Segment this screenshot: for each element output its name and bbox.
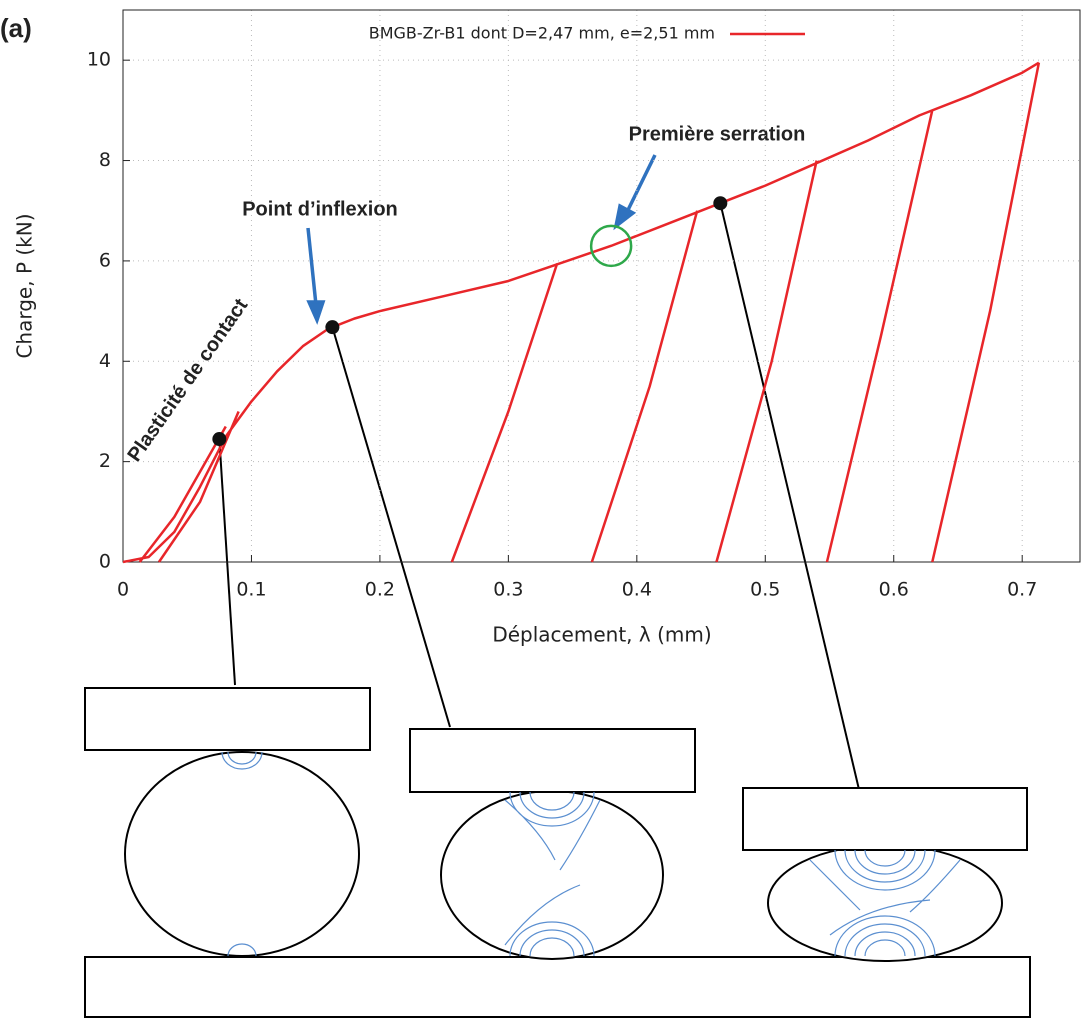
arrows: [306, 154, 657, 325]
x-tick-label: 0.1: [236, 579, 266, 601]
connector: [331, 326, 451, 728]
shear-bands: [221, 751, 263, 957]
base-plate: [84, 956, 1031, 1018]
x-tick-label: 0.2: [365, 579, 395, 601]
shear-bands: [504, 791, 601, 957]
x-tick-label: 0.4: [622, 579, 652, 601]
annotation: Plasticité de contact: [123, 295, 252, 466]
marker: [325, 320, 340, 335]
x-tick-label: 0.3: [493, 579, 523, 601]
y-tick-label: 8: [99, 149, 111, 171]
y-axis-label: Charge, P (kN): [13, 213, 37, 358]
x-tick-label: 0.6: [879, 579, 909, 601]
sphere: [440, 790, 664, 960]
legend-label: BMGB-Zr-B1 dont D=2,47 mm, e=2,51 mm: [369, 24, 715, 43]
arrow: [306, 227, 318, 306]
x-tick-label: 0.7: [1007, 579, 1037, 601]
marker: [713, 196, 728, 211]
shear-bands: [809, 849, 961, 957]
y-tick-label: 10: [87, 49, 111, 71]
diagrams: [84, 687, 1031, 1018]
annotation: Première serration: [629, 123, 806, 145]
arrow: [625, 154, 657, 213]
y-tick-label: 6: [99, 249, 111, 271]
top-plate: [409, 728, 696, 793]
annotation: Point d’inflexion: [242, 198, 398, 220]
arrow-head: [613, 203, 637, 231]
plot-frame: [122, 9, 1081, 563]
data-line: [122, 61, 1041, 564]
highlight-circle: [589, 224, 633, 268]
panel-label: (a): [0, 13, 32, 43]
x-axis-label: Déplacement, λ (mm): [492, 623, 711, 647]
marker: [212, 432, 227, 447]
x-tick-label: 0.5: [750, 579, 780, 601]
arrow-head: [306, 300, 326, 325]
connector: [719, 202, 871, 837]
x-tick-label: 0: [117, 579, 129, 601]
y-tick-label: 2: [99, 450, 111, 472]
top-plate: [742, 787, 1028, 851]
y-tick-label: 4: [99, 350, 111, 372]
sphere: [124, 751, 360, 957]
sphere: [767, 844, 1003, 962]
y-tick-label: 0: [99, 551, 111, 573]
top-plate: [84, 687, 371, 751]
